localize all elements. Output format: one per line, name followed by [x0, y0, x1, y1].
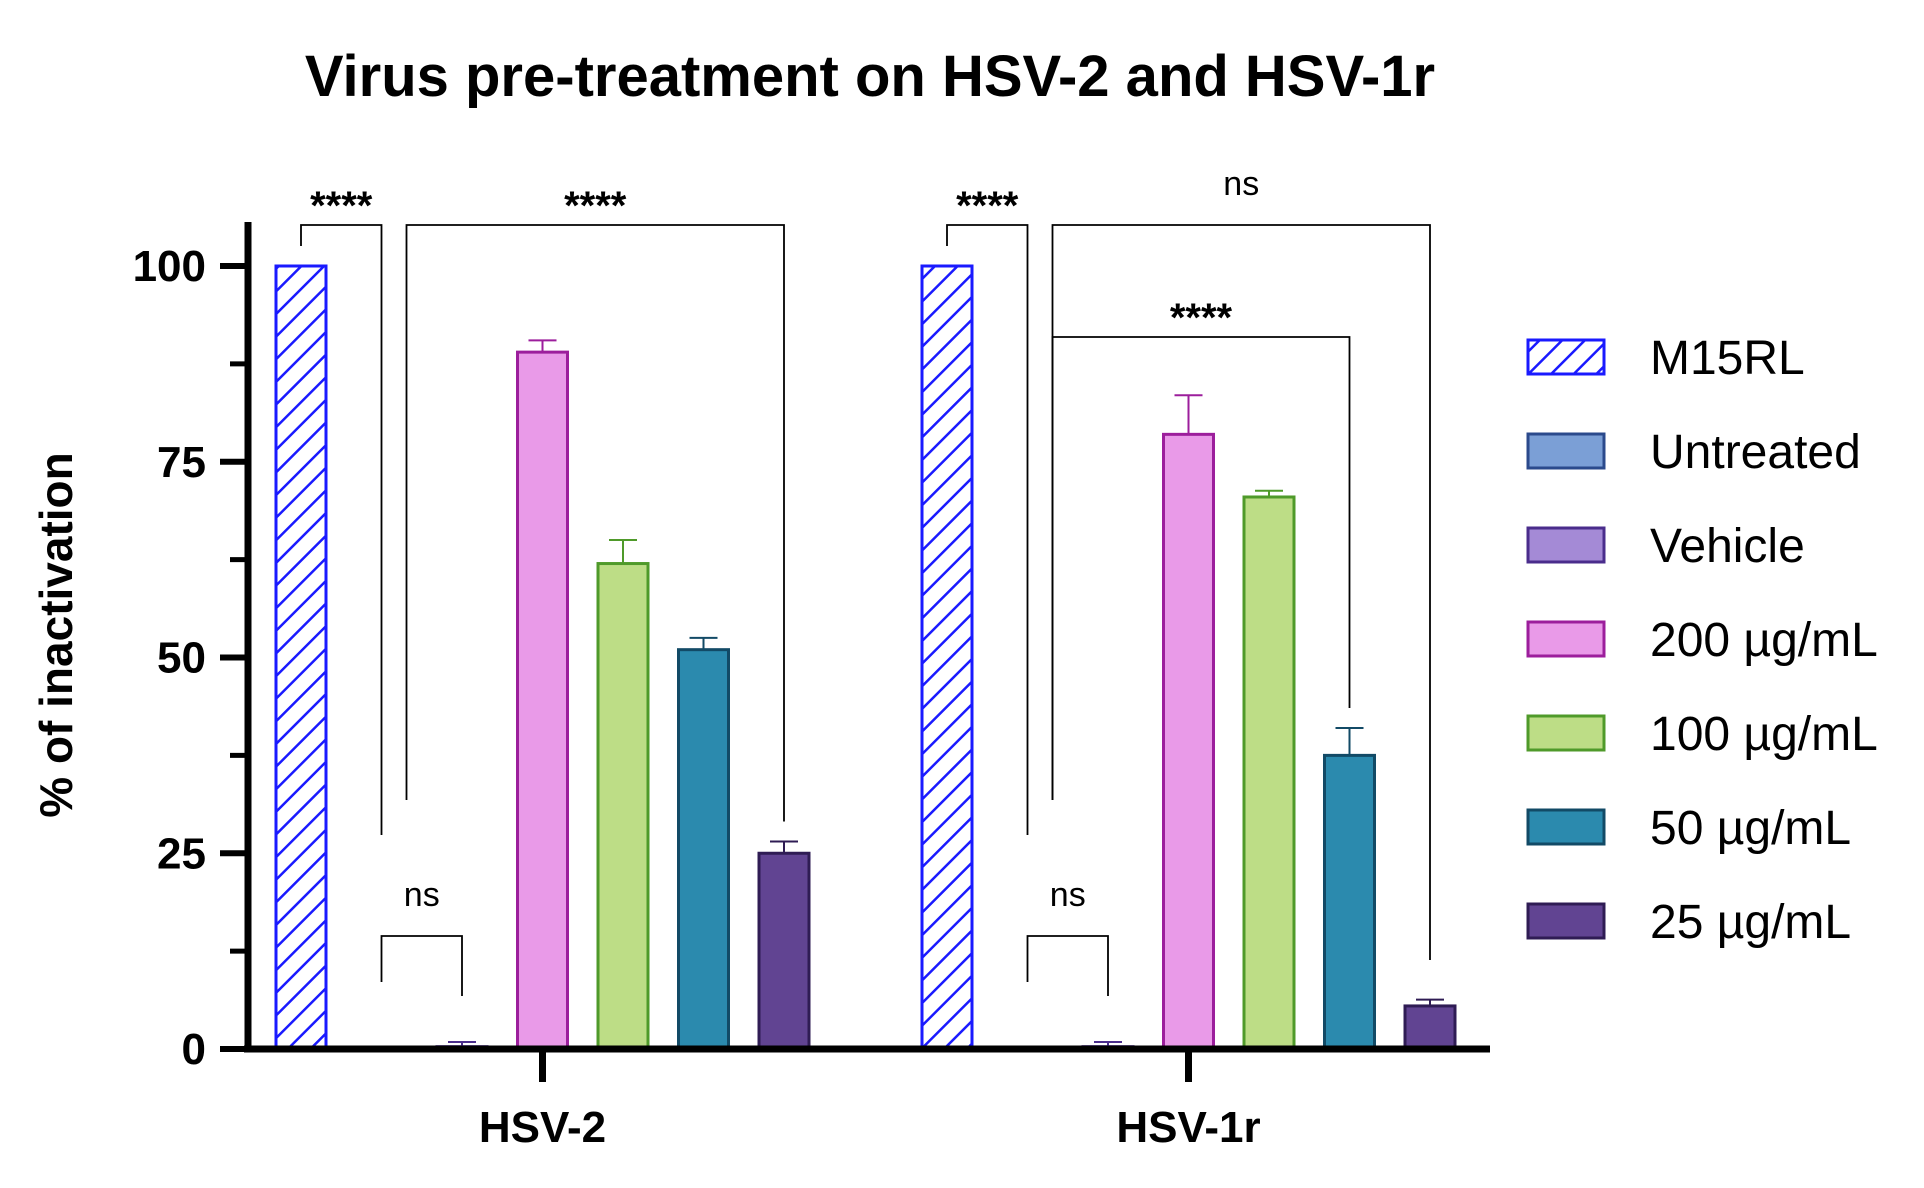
legend-swatch [1526, 714, 1606, 752]
bar [1403, 1004, 1457, 1051]
significance-bracket [946, 224, 1029, 835]
significance-ns-label: ns [404, 876, 440, 914]
bar [920, 264, 974, 1051]
bar [757, 851, 811, 1051]
bar [1323, 753, 1376, 1051]
x-categories: HSV-2 HSV-1r [479, 1049, 1261, 1152]
y-tick-label: 100 [133, 242, 206, 291]
legend-swatch [1526, 620, 1606, 658]
axes [244, 222, 1490, 1053]
legend-swatch [1526, 526, 1606, 564]
significance-stars-label: **** [564, 184, 627, 228]
significance-bracket [1026, 935, 1109, 996]
bar [274, 264, 328, 1051]
significance-brackets: **** ns **** **** ns **** ns [300, 165, 1431, 996]
y-axis-label: % of inactivation [30, 452, 82, 817]
legend-label: 25 µg/mL [1650, 896, 1851, 949]
legend-label: M15RL [1650, 332, 1805, 385]
bar [596, 562, 650, 1051]
legend-label: Untreated [1650, 426, 1861, 479]
y-tick-label: 0 [182, 1025, 206, 1074]
legend-label: Vehicle [1650, 520, 1805, 573]
bars [274, 264, 1457, 1051]
legend-swatch [1526, 338, 1606, 376]
legend-label: 200 µg/mL [1650, 614, 1878, 667]
legend-label: 50 µg/mL [1650, 802, 1851, 855]
x-category-label: HSV-2 [479, 1103, 606, 1152]
bar [516, 350, 569, 1051]
bar [677, 648, 730, 1051]
y-ticks: 0 25 50 75 100 [133, 242, 248, 1074]
significance-ns-label: ns [1223, 165, 1259, 203]
significance-stars-label: **** [956, 184, 1019, 228]
y-tick-label: 50 [157, 634, 206, 683]
significance-bracket [380, 935, 463, 996]
significance-bracket [1051, 224, 1431, 960]
legend-label: 100 µg/mL [1650, 708, 1878, 761]
chart-title: Virus pre-treatment on HSV-2 and HSV-1r [305, 44, 1435, 109]
significance-stars-label: **** [1170, 296, 1233, 340]
legend-swatch [1526, 432, 1606, 470]
y-tick-label: 25 [157, 829, 206, 878]
legend-swatch [1526, 902, 1606, 940]
legend-swatch [1526, 808, 1606, 846]
significance-bracket [300, 224, 383, 835]
y-tick-label: 75 [157, 438, 206, 487]
error-bars [448, 339, 1444, 1047]
legend: M15RL Untreated Vehicle 200 µg/mL 100 µg/mL 5… [1526, 332, 1878, 949]
bar [1242, 495, 1296, 1051]
significance-ns-label: ns [1050, 876, 1086, 914]
significance-stars-label: **** [310, 184, 373, 228]
bar [1162, 432, 1215, 1051]
significance-bracket [405, 224, 785, 822]
x-category-label: HSV-1r [1116, 1103, 1260, 1152]
